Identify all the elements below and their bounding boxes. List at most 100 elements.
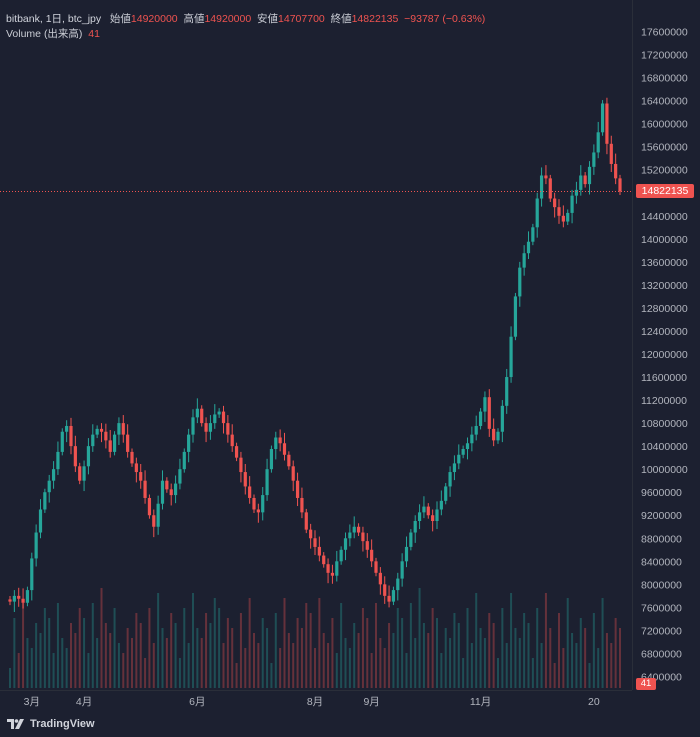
candle bbox=[618, 174, 622, 195]
candle bbox=[47, 474, 51, 503]
price-tick-label: 9600000 bbox=[641, 487, 682, 499]
candle bbox=[82, 460, 86, 492]
volume-bar bbox=[135, 613, 138, 688]
candle bbox=[256, 503, 260, 523]
candle bbox=[452, 455, 457, 481]
candle-body bbox=[95, 428, 99, 435]
volume-bar bbox=[605, 633, 608, 688]
candle bbox=[309, 523, 313, 549]
time-tick-label: 3月 bbox=[24, 696, 40, 708]
candle-body bbox=[143, 480, 147, 498]
volume-bar bbox=[366, 618, 369, 688]
candle bbox=[444, 482, 448, 505]
volume-bar bbox=[83, 618, 86, 688]
close-value: 14822135 bbox=[351, 13, 399, 25]
volume-bar bbox=[17, 653, 20, 688]
volume-bar bbox=[200, 638, 203, 688]
volume-bar bbox=[584, 628, 587, 688]
volume-bar bbox=[405, 653, 408, 688]
time-tick-label: 6月 bbox=[189, 696, 205, 708]
volume-bar bbox=[462, 658, 465, 688]
candle-body bbox=[553, 198, 557, 208]
candle bbox=[492, 418, 496, 447]
price-scale[interactable]: 17600000 17200000 16800000 16400000 16000000… bbox=[632, 0, 700, 690]
candle-body bbox=[417, 512, 422, 521]
candle-body bbox=[561, 215, 565, 222]
volume-bar bbox=[553, 663, 556, 688]
volume-bar bbox=[296, 618, 299, 688]
volume-bar bbox=[165, 638, 168, 688]
candle-body bbox=[73, 446, 77, 467]
time-scale[interactable]: 3月 4月 6月 8月 9月 11月 20 bbox=[0, 690, 632, 711]
candle-body bbox=[570, 195, 574, 213]
candle-body bbox=[243, 472, 247, 487]
candle-body bbox=[265, 469, 269, 496]
candle-body bbox=[470, 434, 474, 444]
candle-body bbox=[147, 497, 152, 516]
volume-bar bbox=[235, 663, 238, 688]
candlestick-chart[interactable] bbox=[0, 0, 632, 690]
candle-body bbox=[56, 451, 60, 470]
candle-body bbox=[21, 598, 25, 603]
symbol-label[interactable]: bitbank, 1日, btc_jpy bbox=[6, 13, 102, 25]
candle bbox=[592, 144, 596, 175]
candle bbox=[152, 509, 156, 538]
volume-bar bbox=[161, 628, 164, 688]
volume-bar bbox=[244, 648, 247, 688]
candle-body bbox=[391, 590, 396, 602]
price-tick-label: 13600000 bbox=[641, 257, 688, 269]
candle bbox=[243, 463, 247, 495]
volume-bar bbox=[144, 658, 147, 688]
candle bbox=[269, 445, 274, 473]
volume-bar bbox=[248, 598, 251, 688]
volume-bar bbox=[409, 603, 412, 688]
candle-body bbox=[356, 526, 361, 533]
chart-legend: bitbank, 1日, btc_jpy 始値14920000 高値149200… bbox=[6, 12, 485, 42]
candle-body bbox=[531, 227, 535, 242]
volume-bar bbox=[253, 633, 255, 688]
tradingview-logo[interactable]: TradingView bbox=[7, 718, 95, 730]
chart-plot-area[interactable]: bitbank, 1日, btc_jpy 始値14920000 高値149200… bbox=[0, 0, 632, 690]
volume-bar bbox=[26, 638, 29, 688]
candle bbox=[457, 444, 461, 470]
candle bbox=[609, 135, 613, 173]
candle bbox=[579, 165, 583, 196]
volume-bar bbox=[187, 643, 190, 688]
candle bbox=[56, 441, 60, 475]
candle-body bbox=[291, 466, 295, 481]
candle bbox=[409, 529, 413, 551]
volume-bar bbox=[148, 608, 151, 688]
volume-bar bbox=[70, 623, 72, 688]
candle-body bbox=[234, 446, 239, 458]
volume-bar bbox=[109, 633, 112, 688]
volume-bar bbox=[453, 613, 456, 688]
candle bbox=[99, 423, 104, 443]
candle-body bbox=[91, 434, 95, 447]
price-tick-label: 15200000 bbox=[641, 165, 688, 177]
brand-name: TradingView bbox=[30, 718, 95, 730]
candle-body bbox=[352, 526, 356, 533]
volume-label[interactable]: Volume (出来高) bbox=[6, 28, 83, 40]
candle bbox=[378, 567, 382, 595]
volume-bar bbox=[222, 643, 225, 688]
volume-bar bbox=[418, 588, 421, 688]
volume-bar bbox=[518, 638, 521, 688]
price-tick-label: 12400000 bbox=[641, 326, 688, 338]
candle bbox=[587, 161, 592, 195]
volume-bar bbox=[375, 603, 377, 688]
volume-bar bbox=[340, 603, 343, 688]
price-tick-label: 11200000 bbox=[641, 395, 687, 407]
candle-body bbox=[365, 541, 369, 550]
volume-bar bbox=[126, 628, 129, 688]
candle-body bbox=[278, 437, 282, 444]
volume-bar bbox=[414, 638, 417, 688]
volume-bar bbox=[139, 623, 142, 688]
candle bbox=[213, 404, 217, 429]
volume-bar bbox=[501, 608, 504, 688]
candle bbox=[143, 470, 147, 504]
candle bbox=[544, 165, 548, 185]
candle-body bbox=[609, 143, 613, 164]
candle bbox=[121, 415, 125, 443]
time-tick-label: 11月 bbox=[470, 696, 491, 708]
candle bbox=[126, 424, 130, 458]
